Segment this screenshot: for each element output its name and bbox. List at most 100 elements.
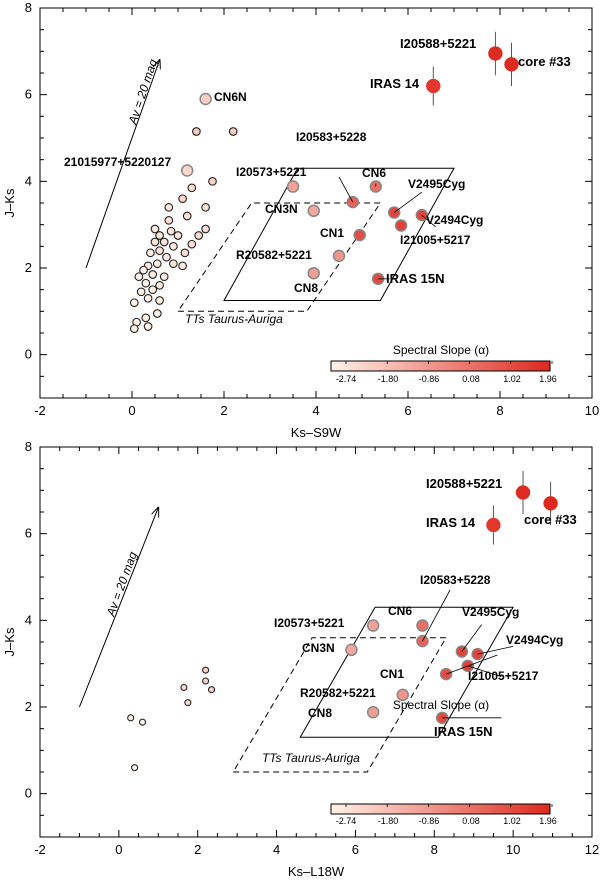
- source-point: [345, 643, 358, 657]
- plot-area-ks-l18w: -2 0 2 4 6 8 10 12 0 2 4 6 8: [25, 439, 599, 857]
- field-star-point: [143, 322, 153, 331]
- source-label-cn6: CN6: [388, 604, 412, 618]
- field-star-point: [152, 309, 162, 318]
- source-point: [332, 249, 346, 263]
- y-tick-label: 6: [25, 87, 32, 102]
- x-tick-label: 6: [352, 842, 359, 857]
- field-star-point: [129, 298, 139, 308]
- ttauri-region-label-ks-l18w: TTs Taurus-Auriga: [262, 751, 360, 765]
- y-tick-label: 8: [25, 439, 32, 454]
- field-star-point: [148, 285, 158, 295]
- source-labels-ks-l18w: I20588+5221 core #33 IRAS 14 I20573+5221…: [274, 476, 577, 739]
- field-star-point: [182, 211, 192, 221]
- field-star-point: [169, 241, 178, 251]
- ttauri-region-label-ks-s9w: TTs Taurus-Auriga: [185, 312, 283, 326]
- source-label-r20582: R20582+5221: [236, 248, 312, 262]
- field-star-point: [129, 324, 139, 334]
- field-star-point: [150, 224, 160, 234]
- colorbar-title-ks-l18w: Spectral Slope (α): [393, 698, 489, 712]
- field-star-point: [201, 202, 210, 212]
- field-star-point: [150, 237, 160, 247]
- y-tick-label: 0: [25, 786, 32, 801]
- field-star-point: [164, 215, 174, 225]
- x-tick-label: -2: [34, 403, 46, 418]
- y-tick-label: 6: [25, 526, 32, 541]
- y-tick-label: 0: [25, 347, 32, 362]
- field-star-point: [207, 686, 216, 694]
- source-label-i20583: I20583+5228: [296, 130, 367, 144]
- y-tick-label: 4: [25, 173, 32, 188]
- source-label-v2495: V2495Cyg: [408, 177, 465, 191]
- source-label-cn8: CN8: [308, 706, 332, 720]
- colorbar-title-ks-s9w: Spectral Slope (α): [393, 343, 489, 357]
- field-star-point: [152, 259, 162, 269]
- x-tick-label: 10: [506, 842, 520, 857]
- field-star-point: [143, 293, 153, 303]
- field-star-point: [173, 231, 183, 240]
- field-star-point: [166, 226, 176, 236]
- y-tick-label: 2: [25, 699, 32, 714]
- source-leader-line: [393, 191, 423, 213]
- x-axis-title-ks-l18w: Ks–L18W: [288, 864, 345, 879]
- x-tick-label: -2: [34, 842, 46, 857]
- plot-area-ks-s9w: -2 0 2 4 6 8 10 0 2 4 6 8: [25, 0, 599, 418]
- source-label-core33: core #33: [518, 54, 571, 69]
- field-star-point: [187, 183, 197, 193]
- colorbar-tick-labels-ks-s9w: -2.74 -1.80 -0.86 0.08 1.02 1.96: [336, 374, 557, 384]
- field-star-point: [138, 718, 147, 726]
- source-labels-ks-s9w: I20588+5221 core #33 IRAS 14 CN6N 210159…: [64, 36, 571, 295]
- plot-frame-ks-s9w: [39, 7, 593, 399]
- field-star-point: [184, 699, 192, 707]
- source-point: [180, 164, 194, 177]
- field-star-point: [202, 677, 210, 685]
- ttauri-region: [232, 637, 447, 773]
- reddening-vector-arrow: [85, 60, 160, 269]
- field-star-point: [134, 272, 144, 282]
- field-star-point: [178, 261, 187, 271]
- source-point: [543, 496, 558, 511]
- colorbar-tick-label: 1.02: [503, 816, 521, 826]
- source-label-iras15n: IRAS 15N: [386, 271, 445, 286]
- field-star-point: [146, 248, 155, 258]
- source-leader-line: [421, 214, 436, 228]
- panel-ks-s9w: -2 0 2 4 6 8 10 0 2 4 6 8 Ks–S9W J–Ks TTs Taurus-Au…: [2, 0, 599, 440]
- field-star-point: [131, 764, 139, 772]
- source-label-iras14: IRAS 14: [370, 76, 420, 91]
- field-star-point: [155, 246, 164, 256]
- colorbar-tick-label: 1.96: [539, 374, 557, 384]
- source-leader-line: [477, 645, 514, 655]
- source-point: [486, 517, 501, 533]
- source-label-v2495: V2495Cyg: [462, 605, 519, 619]
- field-star-point: [194, 231, 204, 240]
- x-tick-label: 8: [431, 842, 438, 857]
- field-star-point: [202, 666, 210, 674]
- field-star-point: [192, 127, 201, 136]
- colorbar-tick-label: 1.02: [503, 374, 521, 384]
- x-tick-label: 4: [312, 403, 319, 418]
- y-axis-title-ks-s9w: J–Ks: [2, 188, 17, 217]
- colorbar-tick-label: -2.74: [336, 816, 357, 826]
- source-label-r20582: R20582+5221: [300, 686, 376, 700]
- source-label-iras15n: IRAS 15N: [434, 724, 493, 739]
- source-label-i21005: I21005+5217: [400, 233, 471, 247]
- field-star-point: [180, 683, 188, 692]
- source-leader-line: [422, 589, 451, 642]
- source-label-cn3n: CN3N: [265, 202, 298, 216]
- field-star-point: [139, 265, 148, 275]
- field-star-point: [148, 270, 158, 279]
- field-star-point: [127, 714, 135, 722]
- colorbar: [330, 803, 551, 815]
- source-point: [504, 57, 519, 72]
- field-star-point: [228, 127, 238, 136]
- reddening-vector-arrow: [78, 508, 158, 708]
- x-axis-title-ks-s9w: Ks–S9W: [291, 425, 342, 440]
- y-axis-title-ks-l18w: J–Ks: [2, 627, 17, 656]
- box-region: [223, 167, 455, 301]
- source-leader-line: [461, 624, 482, 652]
- y-tick-label: 2: [25, 260, 32, 275]
- plot-frame-ks-l18w: [39, 446, 593, 838]
- source-label-cn6: CN6: [362, 166, 386, 180]
- source-label-v2494: V2494Cyg: [426, 213, 483, 227]
- x-tick-label: 2: [194, 842, 201, 857]
